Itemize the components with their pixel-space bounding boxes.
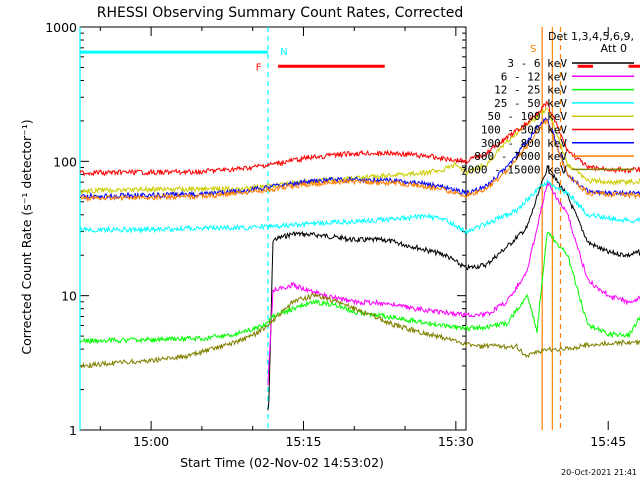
x-tick-label: 15:00 <box>133 434 169 449</box>
legend-label: 25 - 50 keV <box>494 97 567 110</box>
legend-label: 300 - 800 keV <box>481 137 567 150</box>
y-axis-label: Corrected Count Rate (s⁻¹ detector⁻¹) <box>19 119 34 354</box>
y-tick-label: 10 <box>61 289 77 304</box>
legend-header-line-1: Det 1,3,4,5,6,9, <box>548 30 634 43</box>
y-tick-label: 1000 <box>45 20 77 35</box>
series-line <box>79 231 640 345</box>
x-tick-label: 15:15 <box>285 434 321 449</box>
series-line <box>79 292 640 369</box>
timestamp: 20-Oct-2021 21:41 <box>561 468 637 477</box>
legend-label: 3 - 6 keV <box>507 57 567 70</box>
series-line <box>267 181 640 386</box>
flag-label: S <box>530 44 536 55</box>
y-tick-label: 100 <box>53 154 77 169</box>
series-line <box>79 107 640 196</box>
flag-label: F <box>256 62 262 73</box>
legend-label: 12 - 25 keV <box>494 84 567 97</box>
series-line <box>267 165 640 411</box>
series-line <box>79 100 640 177</box>
series-line <box>79 118 640 203</box>
x-tick-label: 15:45 <box>590 434 626 449</box>
legend-label: 50 - 100 keV <box>488 110 568 123</box>
series-line <box>79 179 640 236</box>
flag-label: N <box>280 47 287 58</box>
plot-area: 110100100015:0015:1515:3015:4516:0016:15… <box>45 20 640 449</box>
legend-label: 6 - 12 keV <box>501 70 568 83</box>
legend-header-line-2: Att 0 <box>601 42 627 55</box>
legend-label: 800 - 7000 keV <box>474 150 567 163</box>
plot-frame <box>79 26 467 431</box>
legend-label: 100 - 300 keV <box>481 124 567 137</box>
legend-label: 7000 - 15000 keV <box>461 163 567 176</box>
x-tick-label: 15:30 <box>438 434 474 449</box>
chart-title: RHESSI Observing Summary Count Rates, Co… <box>97 5 463 21</box>
y-tick-label: 1 <box>69 423 77 438</box>
x-axis-label: Start Time (02-Nov-02 14:53:02) <box>180 455 384 470</box>
